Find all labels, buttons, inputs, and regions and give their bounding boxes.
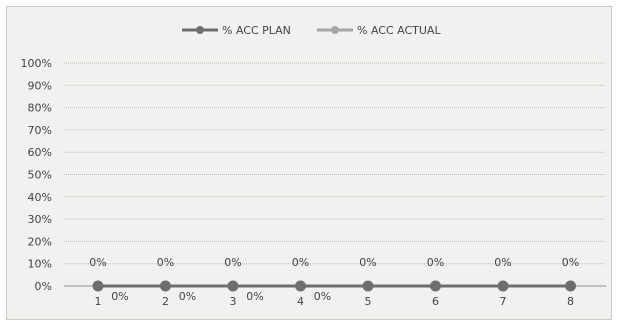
- data-label-plan: 0%: [292, 256, 309, 269]
- y-tick-label: 80%: [28, 102, 52, 115]
- data-label-actual: 0%: [314, 290, 331, 303]
- legend-item-actual: % ACC ACTUAL: [317, 24, 441, 37]
- data-labels: 0% 0% 0% 0% 0% 0% 0% 0% 0% 0% 0% 0%: [89, 256, 579, 303]
- data-label-actual: 0%: [111, 290, 128, 303]
- y-tick-label: 90%: [28, 79, 52, 92]
- y-tick-label: 40%: [28, 191, 52, 204]
- legend-marker-actual: [331, 26, 339, 34]
- data-point-plan: [362, 280, 374, 292]
- legend-marker-plan: [196, 26, 204, 34]
- chart-area: [6, 6, 612, 320]
- data-label-plan: 0%: [89, 256, 106, 269]
- data-point-plan: [295, 280, 306, 292]
- x-tick-label: 7: [500, 295, 507, 308]
- legend: % ACC PLAN % ACC ACTUAL: [182, 24, 441, 37]
- gridlines: [64, 62, 606, 287]
- data-point-plan: [565, 280, 576, 292]
- y-tick-label: 100%: [21, 57, 52, 70]
- data-label-plan: 0%: [562, 256, 579, 269]
- y-tick-label: 0%: [35, 280, 52, 293]
- data-label-plan: 0%: [359, 256, 376, 269]
- x-tick-label: 6: [432, 295, 439, 308]
- data-label-plan: 0%: [427, 256, 444, 269]
- x-tick-label: 5: [365, 295, 372, 308]
- y-tick-label: 50%: [28, 169, 52, 182]
- y-tick-label: 20%: [28, 235, 52, 248]
- x-tick-label: 4: [297, 295, 304, 308]
- y-tick-label: 70%: [28, 124, 52, 137]
- data-label-actual: 0%: [246, 290, 263, 303]
- y-tick-label: 60%: [28, 146, 52, 159]
- legend-label-plan: % ACC PLAN: [222, 24, 291, 37]
- data-label-actual: 0%: [179, 290, 196, 303]
- data-point-plan: [227, 280, 239, 292]
- y-axis: 0% 10% 20% 30% 40% 50% 60% 70% 80% 90% 100%: [21, 57, 52, 293]
- data-point-plan: [92, 280, 104, 292]
- data-point-plan: [160, 280, 171, 292]
- data-label-plan: 0%: [224, 256, 241, 269]
- series-layer: [92, 280, 576, 292]
- x-tick-label: 8: [567, 295, 574, 308]
- data-label-plan: 0%: [494, 256, 511, 269]
- x-tick-label: 2: [162, 295, 169, 308]
- y-tick-label: 10%: [28, 258, 52, 271]
- x-tick-label: 1: [95, 295, 102, 308]
- x-tick-label: 3: [230, 295, 237, 308]
- legend-item-plan: % ACC PLAN: [182, 24, 291, 37]
- y-tick-label: 30%: [28, 213, 52, 226]
- data-label-plan: 0%: [157, 256, 174, 269]
- data-point-plan: [430, 280, 441, 292]
- data-point-plan: [497, 280, 509, 292]
- legend-label-actual: % ACC ACTUAL: [357, 24, 441, 37]
- x-axis: 1 2 3 4 5 6 7 8: [64, 285, 606, 308]
